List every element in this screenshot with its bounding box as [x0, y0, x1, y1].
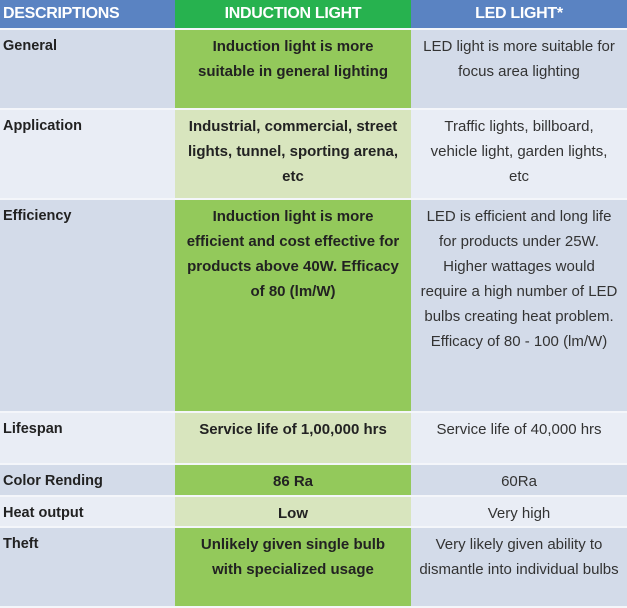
led-cell: Traffic lights, billboard, vehicle light…: [411, 109, 627, 200]
induction-cell: Service life of 1,00,000 hrs: [175, 412, 411, 465]
table-row-color-rending: Color Rending 86 Ra 60Ra: [0, 464, 627, 497]
led-cell: LED light is more suitable for focus are…: [411, 29, 627, 110]
induction-cell: Induction light is more suitable in gene…: [175, 29, 411, 110]
header-led-light: LED LIGHT*: [411, 0, 627, 30]
induction-cell: Induction light is more efficient and co…: [175, 199, 411, 413]
led-cell: Very high: [411, 496, 627, 528]
row-label: Lifespan: [0, 412, 175, 465]
header-induction-light: INDUCTION LIGHT: [175, 0, 411, 30]
table-row-theft: Theft Unlikely given single bulb with sp…: [0, 527, 627, 608]
induction-cell: Low: [175, 496, 411, 528]
row-label: Heat output: [0, 496, 175, 528]
led-cell: Very likely given ability to dismantle i…: [411, 527, 627, 608]
led-cell: Service life of 40,000 hrs: [411, 412, 627, 465]
table-row-efficiency: Efficiency Induction light is more effic…: [0, 199, 627, 413]
table-row-lifespan: Lifespan Service life of 1,00,000 hrs Se…: [0, 412, 627, 465]
table-row-heat-output: Heat output Low Very high: [0, 496, 627, 528]
induction-cell: 86 Ra: [175, 464, 411, 497]
table-row-general: General Induction light is more suitable…: [0, 29, 627, 110]
led-cell: LED is efficient and long life for produ…: [411, 199, 627, 413]
row-label: Application: [0, 109, 175, 200]
header-row: DESCRIPTIONS INDUCTION LIGHT LED LIGHT*: [0, 0, 627, 30]
induction-cell: Unlikely given single bulb with speciali…: [175, 527, 411, 608]
table-row-application: Application Industrial, commercial, stre…: [0, 109, 627, 200]
led-cell: 60Ra: [411, 464, 627, 497]
row-label: Theft: [0, 527, 175, 608]
row-label: General: [0, 29, 175, 110]
header-descriptions: DESCRIPTIONS: [0, 0, 175, 30]
row-label: Efficiency: [0, 199, 175, 413]
induction-cell: Industrial, commercial, street lights, t…: [175, 109, 411, 200]
row-label: Color Rending: [0, 464, 175, 497]
